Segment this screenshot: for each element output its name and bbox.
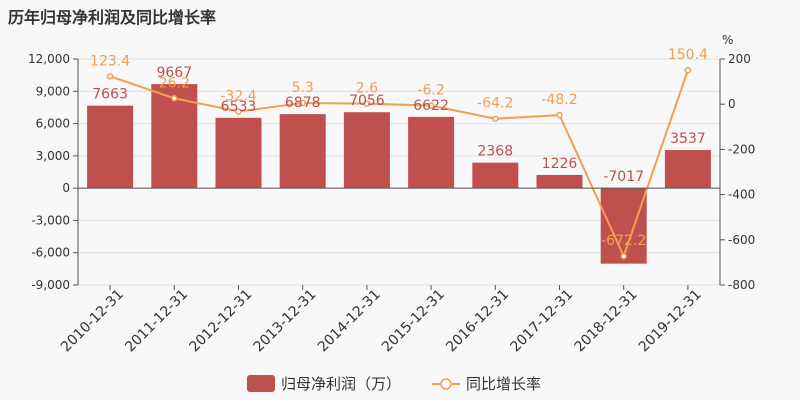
bar-value-label: 9667 <box>156 65 192 81</box>
bar-value-label: 2368 <box>477 144 513 160</box>
bar <box>600 188 647 264</box>
bar <box>87 105 134 189</box>
line-point <box>684 66 692 74</box>
bar-value-label: 6622 <box>413 98 449 114</box>
line-point <box>235 108 242 115</box>
line-series <box>106 66 692 260</box>
left-tick-label: 9,000 <box>36 84 70 98</box>
left-tick-label: 3,000 <box>36 149 70 163</box>
line-value-label: -64.2 <box>477 96 513 112</box>
line-point <box>492 115 499 122</box>
left-tick-label: 6,000 <box>36 117 70 131</box>
line-value-label: 123.4 <box>90 53 130 69</box>
bar <box>408 116 455 189</box>
legend[interactable]: 归母净利润（万） 同比增长率 <box>247 375 541 393</box>
x-tick-label: 2013-12-31 <box>251 287 320 356</box>
bar-value-label: 1226 <box>542 156 578 172</box>
line-value-label: -672.2 <box>601 233 646 249</box>
line-point <box>171 95 178 102</box>
line-value-label: 5.3 <box>292 80 314 96</box>
legend-bar-swatch <box>247 375 275 392</box>
right-tick-label: -400 <box>728 188 755 202</box>
line-point <box>620 252 627 260</box>
legend-bar-label: 归母净利润（万） <box>281 375 401 393</box>
left-tick-label: 0 <box>62 181 70 195</box>
legend-line-label: 同比增长率 <box>466 375 541 393</box>
line-point <box>106 73 114 80</box>
x-tick-label: 2010-12-31 <box>58 287 127 356</box>
data-labels: 7663 9667 6533 6878 7056 6622 2368 1226 -7017 353… <box>90 47 708 249</box>
bar <box>664 150 711 189</box>
line-point <box>556 111 563 119</box>
right-axis-unit: % <box>722 33 733 47</box>
bar-value-label: -7017 <box>603 169 644 185</box>
left-y-axis: 12,000 9,000 6,000 3,000 0 -3,000 -6,000 -9,000 <box>28 52 79 292</box>
left-tick-label: 12,000 <box>28 52 70 66</box>
line-value-label: 26.2 <box>159 75 190 91</box>
x-tick-label: 2018-12-31 <box>572 287 641 356</box>
line-value-label: -48.2 <box>541 92 577 108</box>
line-value-label: 150.4 <box>668 47 708 63</box>
chart-title: 历年归母净利润及同比增长率 <box>8 8 217 27</box>
line-value-label: -32.4 <box>220 89 256 105</box>
right-tick-label: 200 <box>728 52 751 66</box>
right-y-axis: 200 0 -200 -400 -600 -800% <box>719 33 755 292</box>
bar <box>279 114 326 189</box>
x-tick-label: 2012-12-31 <box>186 287 255 356</box>
right-tick-label: -200 <box>728 142 755 156</box>
bar-value-label: 7663 <box>92 87 128 103</box>
left-tick-label: -3,000 <box>31 213 70 227</box>
x-tick-label: 2015-12-31 <box>379 287 448 356</box>
left-tick-label: -6,000 <box>31 246 70 260</box>
left-tick-label: -9,000 <box>31 278 70 292</box>
line-point <box>299 99 306 107</box>
line-value-label: -6.2 <box>417 83 444 99</box>
line-point <box>427 102 435 109</box>
legend-line-marker <box>440 378 452 390</box>
bar <box>215 117 262 189</box>
x-tick-label: 2017-12-31 <box>507 287 576 356</box>
bar <box>536 174 583 189</box>
right-tick-label: -600 <box>728 233 755 247</box>
bar-value-label: 6533 <box>221 99 257 115</box>
bar <box>472 162 519 189</box>
bar <box>343 112 390 189</box>
x-tick-label: 2014-12-31 <box>315 287 384 356</box>
bar-value-label: 3537 <box>670 131 706 147</box>
x-tick-label: 2016-12-31 <box>443 287 512 356</box>
right-tick-label: -800 <box>728 278 755 292</box>
growth-rate-line <box>109 69 689 259</box>
bar-series <box>87 84 711 264</box>
x-tick-label: 2011-12-31 <box>122 287 191 356</box>
line-point <box>363 100 371 107</box>
x-tick-label: 2019-12-31 <box>636 287 705 356</box>
right-tick-label: 0 <box>728 97 736 111</box>
bar-value-label: 7056 <box>349 93 385 109</box>
bar-value-label: 6878 <box>285 95 321 111</box>
line-value-label: 2.6 <box>356 81 378 97</box>
